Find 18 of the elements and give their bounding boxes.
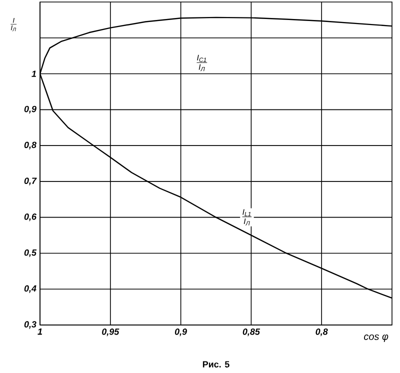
y-tick-label: 0,7 <box>24 178 37 186</box>
y-tick-label: 0,6 <box>24 214 37 222</box>
x-tick-label: 0,95 <box>102 328 120 336</box>
x-tick-label: 1 <box>38 328 42 335</box>
x-tick-label: 0,8 <box>316 328 328 336</box>
text: Рис. 5 <box>202 361 230 368</box>
y-tick-label: 0,4 <box>24 285 36 293</box>
y-tick-label: 0,9 <box>24 106 36 114</box>
y-tick-label: 0,5 <box>24 249 37 258</box>
y-tick-label: 0,3 <box>24 321 36 329</box>
y-tick-label: 0,8 <box>24 142 36 150</box>
annotation: $\frac{\mathit{I}_{\mathit{L1}}}{\mathit{I}_{\textit{Л}}}$ <box>242 209 252 226</box>
x-axis-title: cos φ <box>364 334 388 342</box>
annotation: $\frac{\mathit{I}_{\mathit{C1}}}{\mathit{I}_{\textit{Л}}}$ <box>196 54 208 72</box>
y-tick-label: 1 <box>32 70 36 77</box>
y-axis-title: $\frac{\mathit{I}}{\mathit{I}_{\textit{Л}}}$ <box>10 18 17 32</box>
x-tick-label: 0,85 <box>242 328 260 336</box>
x-tick-label: 0,9 <box>174 328 187 336</box>
